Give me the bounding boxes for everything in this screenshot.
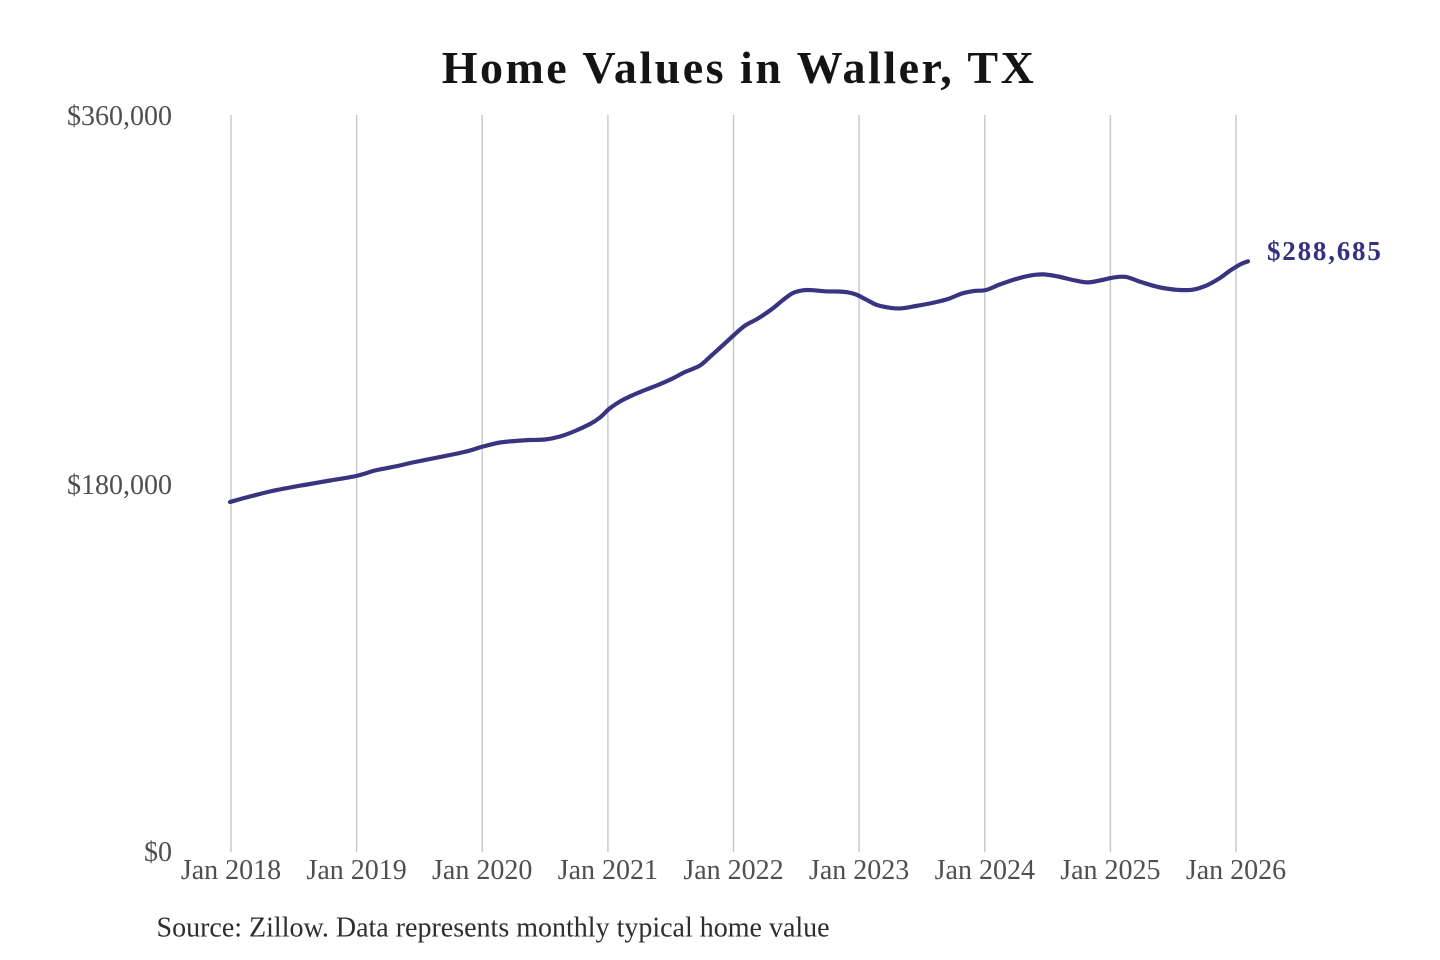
svg-text:Jan 2024: Jan 2024 (935, 855, 1035, 886)
svg-text:$360,000: $360,000 (67, 101, 172, 132)
svg-text:$0: $0 (144, 837, 172, 868)
svg-text:Jan 2021: Jan 2021 (558, 855, 658, 886)
svg-text:Jan 2022: Jan 2022 (683, 855, 783, 886)
svg-text:Jan 2026: Jan 2026 (1186, 855, 1286, 886)
svg-text:Jan 2019: Jan 2019 (306, 855, 406, 886)
svg-text:Jan 2025: Jan 2025 (1060, 855, 1160, 886)
svg-text:Jan 2018: Jan 2018 (181, 855, 281, 886)
svg-text:Source: Zillow. Data represent: Source: Zillow. Data represents monthly … (157, 913, 830, 944)
svg-text:Jan 2023: Jan 2023 (809, 855, 909, 886)
svg-text:$288,685: $288,685 (1267, 236, 1383, 266)
svg-text:Jan 2020: Jan 2020 (432, 855, 532, 886)
svg-text:$180,000: $180,000 (67, 470, 172, 501)
svg-text:Home Values in Waller, TX: Home Values in Waller, TX (442, 42, 1037, 93)
